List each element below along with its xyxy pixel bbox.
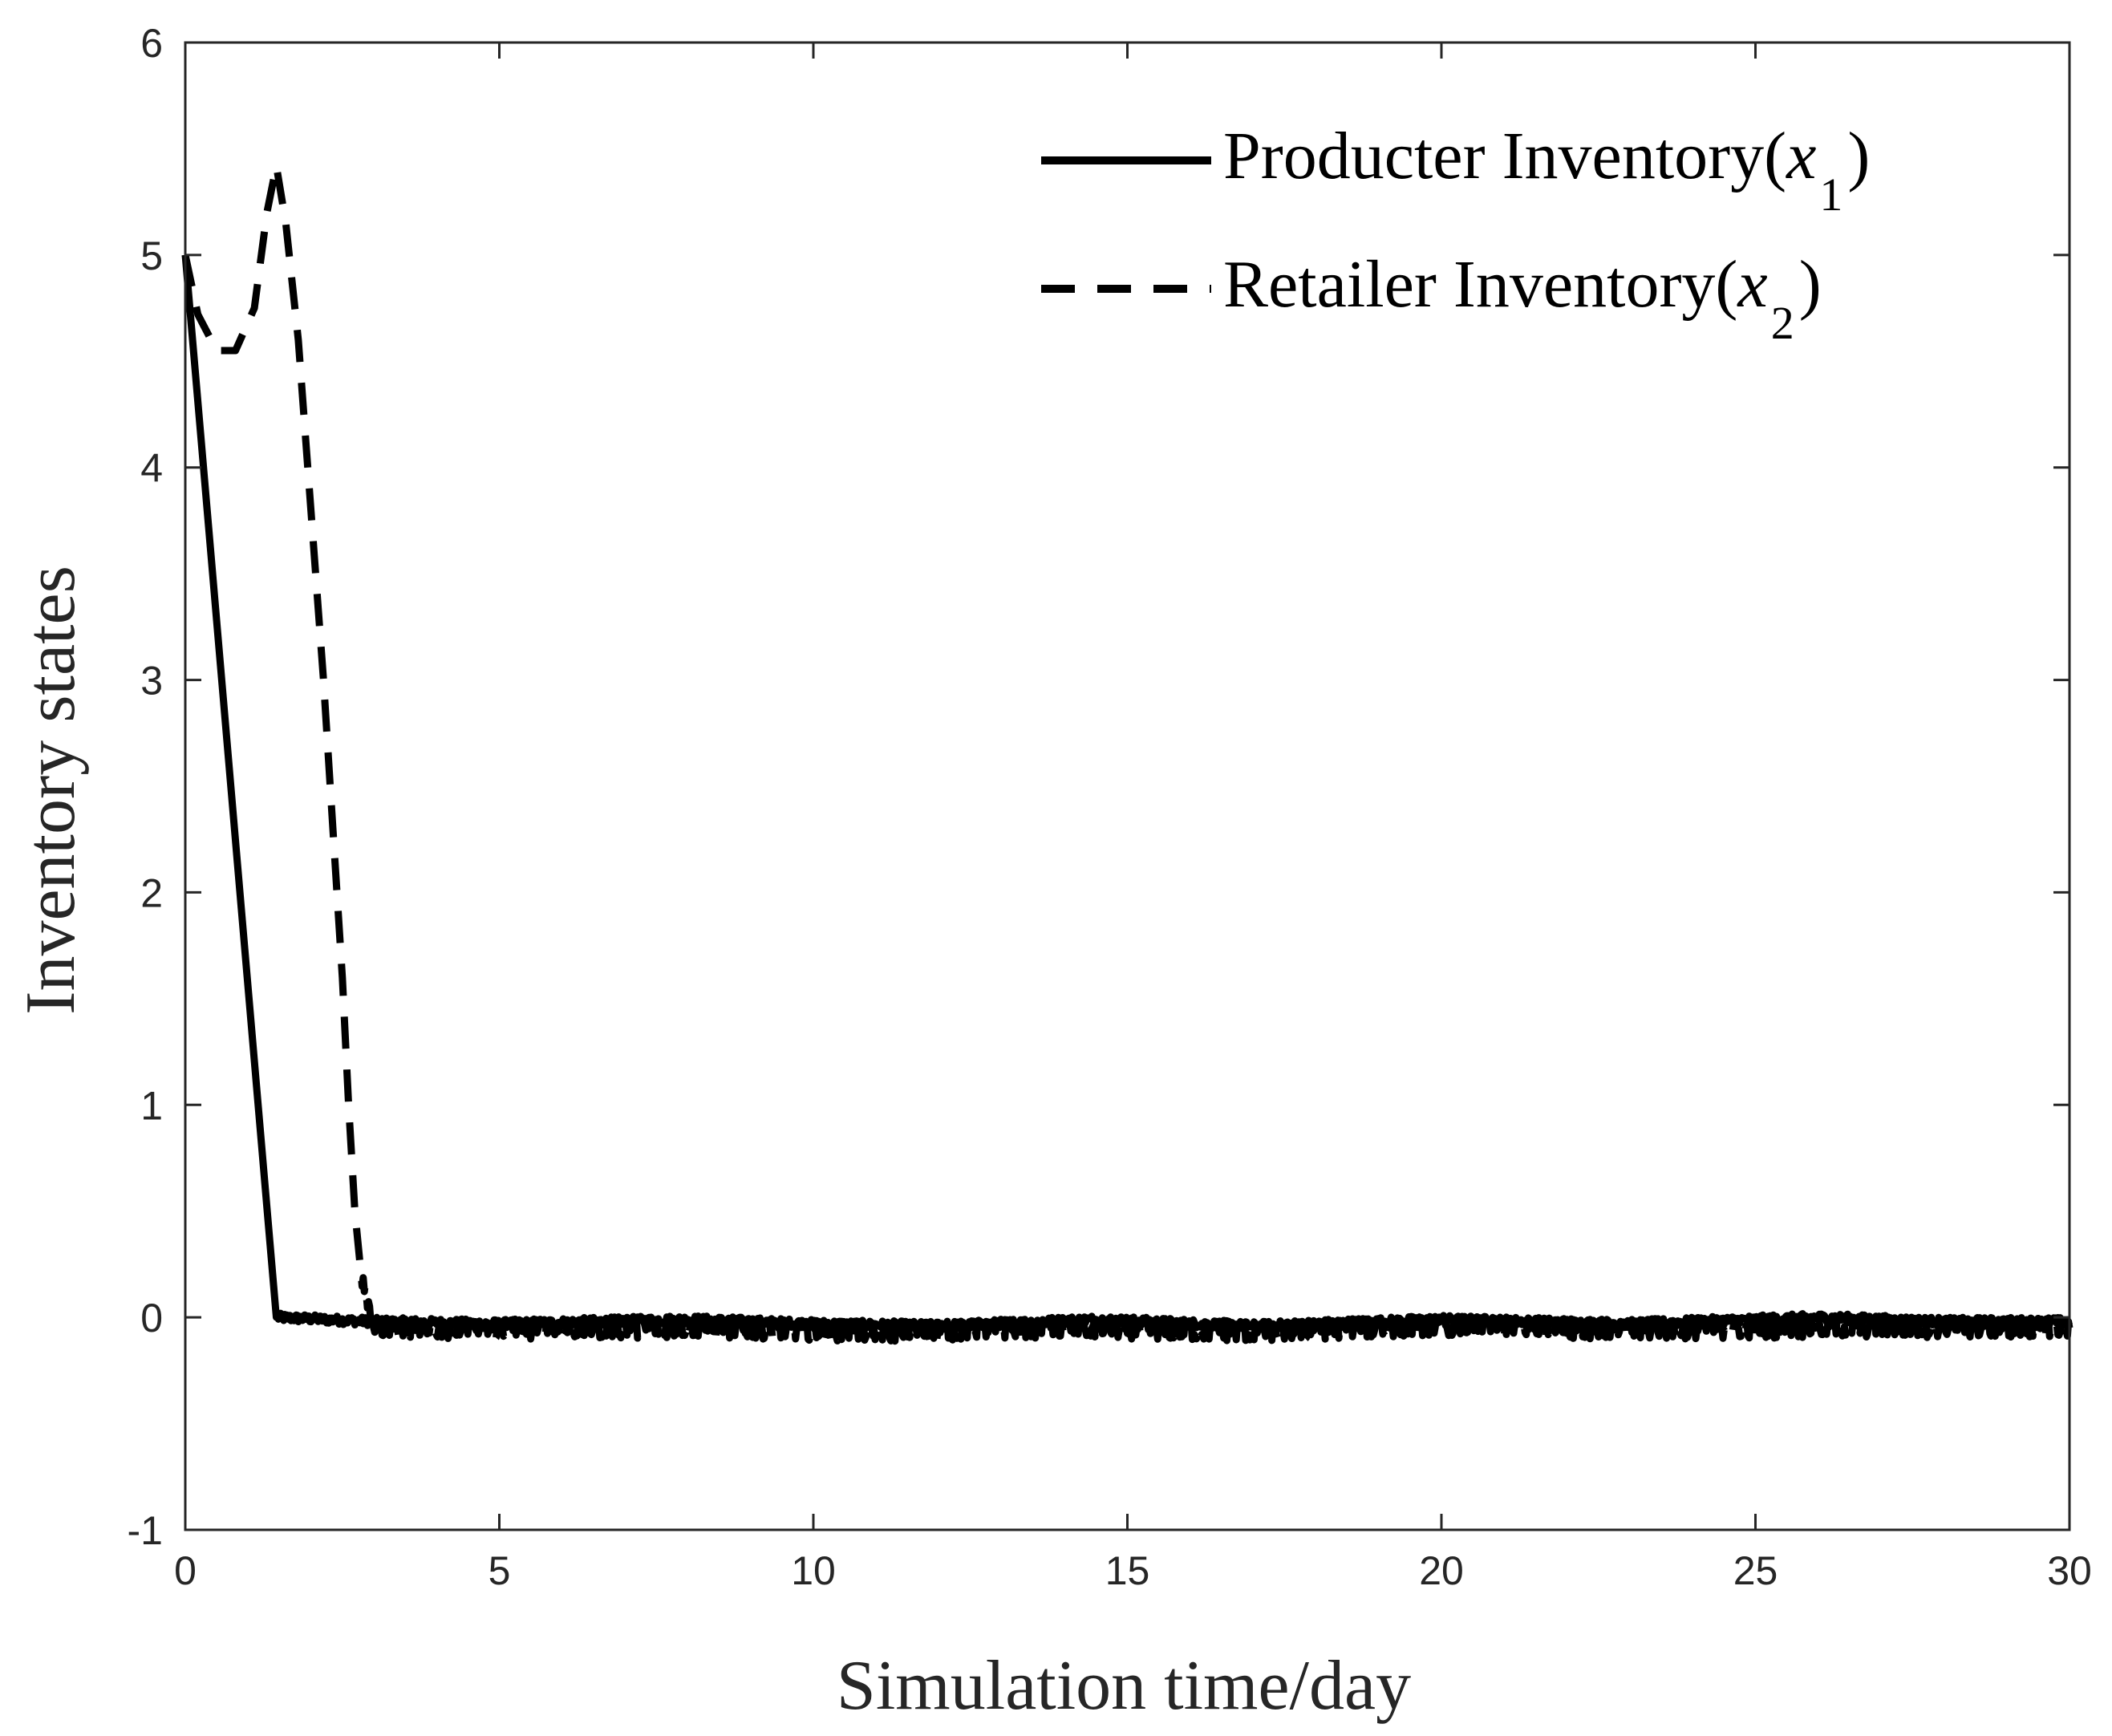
y-tick-label-1: 1	[140, 1083, 163, 1128]
legend-label-1: Producter Inventory(x1)	[1223, 119, 1870, 221]
legend-label-2: Retailer Inventory(x2)	[1223, 247, 1822, 349]
x-tick-label-5: 5	[488, 1548, 511, 1593]
y-axis-label: Inventory states	[12, 566, 90, 1015]
x-tick-label-15: 15	[1105, 1548, 1150, 1593]
series-line-2	[181, 162, 2073, 1345]
y-tick-label-5: 5	[140, 233, 163, 278]
x-tick-label-0: 0	[174, 1548, 197, 1593]
legend-prefix: Retailer Inventory(	[1223, 247, 1737, 322]
y-tick-label-4: 4	[140, 446, 163, 491]
y-tick-label-0: 0	[140, 1296, 163, 1341]
x-tick-label-30: 30	[2047, 1548, 2092, 1593]
legend-var: x	[1785, 119, 1816, 193]
legend-suffix: )	[1847, 119, 1870, 193]
legend: Producter Inventory(x1)Retailer Inventor…	[1041, 119, 1870, 349]
legend-var: x	[1736, 247, 1767, 322]
x-tick-label-10: 10	[791, 1548, 836, 1593]
legend-suffix: )	[1799, 247, 1822, 322]
legend-sub: 2	[1771, 297, 1794, 349]
x-axis-label: Simulation time/day	[837, 1647, 1411, 1725]
legend-prefix: Producter Inventory(	[1223, 119, 1786, 193]
y-tick-label-6: 6	[140, 21, 163, 66]
y-tick-label-3: 3	[140, 659, 163, 704]
y-tick-label--1: -1	[128, 1508, 163, 1553]
legend-sub: 1	[1819, 168, 1842, 221]
series-layer	[181, 162, 2073, 1345]
x-tick-label-25: 25	[1733, 1548, 1778, 1593]
y-tick-label-2: 2	[140, 870, 163, 915]
x-tick-label-20: 20	[1419, 1548, 1464, 1593]
